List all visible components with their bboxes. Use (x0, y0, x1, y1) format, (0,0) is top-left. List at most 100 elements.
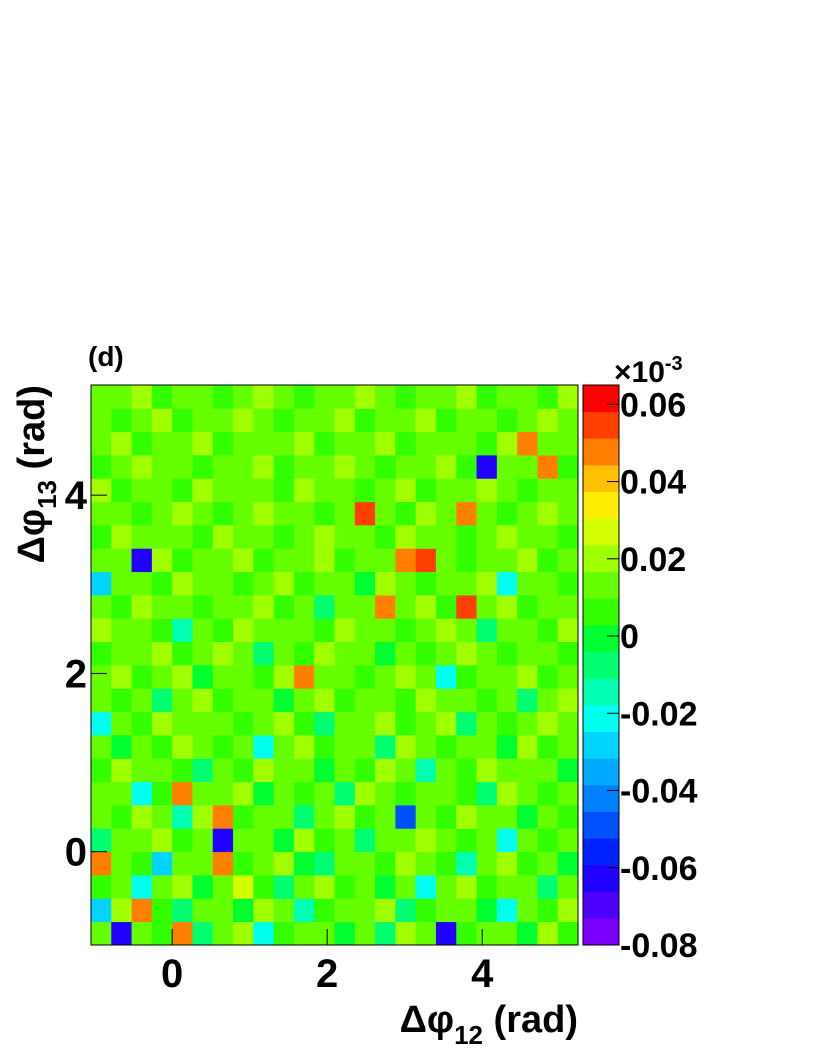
heatmap-cell (111, 548, 132, 573)
heatmap-cell (273, 571, 295, 596)
heatmap-cell (456, 501, 477, 526)
heatmap-cell (557, 758, 579, 783)
heatmap-cell (517, 921, 538, 946)
heatmap-cell (253, 455, 275, 479)
heatmap-cell (395, 828, 417, 853)
heatmap-cell (415, 548, 437, 573)
heatmap-cell (557, 665, 579, 689)
heatmap-cell (151, 688, 173, 713)
heatmap-cell (537, 711, 559, 736)
heatmap-cell (131, 875, 153, 899)
heatmap-cell (517, 501, 538, 526)
heatmap-cell (557, 478, 579, 503)
heatmap-cell (435, 781, 457, 806)
heatmap-cell (172, 875, 193, 899)
heatmap-cell (557, 851, 579, 876)
heatmap-cell (111, 875, 132, 899)
heatmap-cell (435, 431, 457, 456)
heatmap-cell (537, 665, 559, 689)
heatmap-cell (131, 758, 153, 783)
heatmap-cell (151, 851, 173, 876)
heatmap-cell (192, 735, 214, 759)
heatmap-cell (192, 688, 214, 713)
heatmap-cell (435, 478, 457, 503)
colorbar-band (583, 518, 619, 546)
heatmap-cell (212, 501, 234, 526)
heatmap-cell (253, 431, 275, 456)
heatmap-cell (172, 385, 193, 409)
heatmap-cell (172, 828, 193, 853)
heatmap-cell (375, 711, 396, 736)
heatmap-cell (151, 571, 173, 596)
panel-label: (d) (88, 341, 124, 372)
heatmap-cell (192, 501, 214, 526)
heatmap-cell (496, 618, 518, 643)
colorbar-tick-label: 0.04 (620, 464, 686, 502)
heatmap-cell (253, 641, 275, 666)
heatmap-cell (354, 641, 376, 666)
heatmap-cell (334, 525, 356, 549)
heatmap-cell (375, 898, 396, 923)
heatmap-cell (517, 455, 538, 479)
heatmap-cell (517, 711, 538, 736)
colorbar-tick-label: -0.06 (620, 850, 698, 888)
heatmap-cell (456, 408, 477, 433)
heatmap-cell (131, 385, 153, 409)
heatmap-cell (375, 385, 396, 409)
heatmap-cell (253, 525, 275, 549)
heatmap-cell (334, 595, 356, 619)
heatmap-cell (151, 408, 173, 433)
heatmap-cell (192, 781, 214, 806)
heatmap-cell (375, 571, 396, 596)
heatmap-cell (233, 595, 254, 619)
y-axis-label: Δφ13 (rad) (11, 385, 62, 563)
heatmap-cell (273, 525, 295, 549)
heatmap-cell (273, 478, 295, 503)
heatmap-cell (192, 828, 214, 853)
heatmap-cell (91, 385, 112, 409)
heatmap-cell (273, 805, 295, 829)
heatmap-cell (435, 665, 457, 689)
heatmap-cell (375, 921, 396, 946)
heatmap-cell (172, 525, 193, 549)
heatmap-cell (517, 688, 538, 713)
heatmap-cell (395, 781, 417, 806)
heatmap-cell (91, 875, 112, 899)
heatmap-cell (273, 595, 295, 619)
heatmap-cell (212, 571, 234, 596)
x-tick-label: 2 (316, 952, 338, 996)
heatmap-cell (111, 455, 132, 479)
heatmap-cell (415, 431, 437, 456)
heatmap-cell (496, 431, 518, 456)
heatmap-cell (233, 805, 254, 829)
heatmap-cell (253, 665, 275, 689)
heatmap-cell (111, 711, 132, 736)
heatmap-cell (314, 385, 335, 409)
heatmap-cell (354, 595, 376, 619)
heatmap-cell (354, 851, 376, 876)
heatmap-cell (375, 408, 396, 433)
heatmap-cell (192, 548, 214, 573)
heatmap-cell (476, 385, 498, 409)
colorbar-band (583, 838, 619, 866)
heatmap-cell (375, 735, 396, 759)
heatmap-cell (91, 618, 112, 643)
heatmap-cell (151, 455, 173, 479)
heatmap-cell (151, 921, 173, 946)
heatmap-cell (375, 595, 396, 619)
heatmap-cell (435, 828, 457, 853)
colorbar-frame (582, 384, 620, 946)
heatmap-cell (233, 408, 254, 433)
heatmap-cell (476, 548, 498, 573)
heatmap-cell (253, 478, 275, 503)
heatmap-cell (273, 548, 295, 573)
heatmap-cell (395, 525, 417, 549)
heatmap-cell (273, 781, 295, 806)
heatmap-cell (496, 758, 518, 783)
heatmap-cell (334, 571, 356, 596)
heatmap-cell (456, 921, 477, 946)
heatmap-cell (293, 641, 315, 666)
heatmap-cell (314, 828, 335, 853)
heatmap-cell (354, 548, 376, 573)
heatmap-cell (91, 641, 112, 666)
